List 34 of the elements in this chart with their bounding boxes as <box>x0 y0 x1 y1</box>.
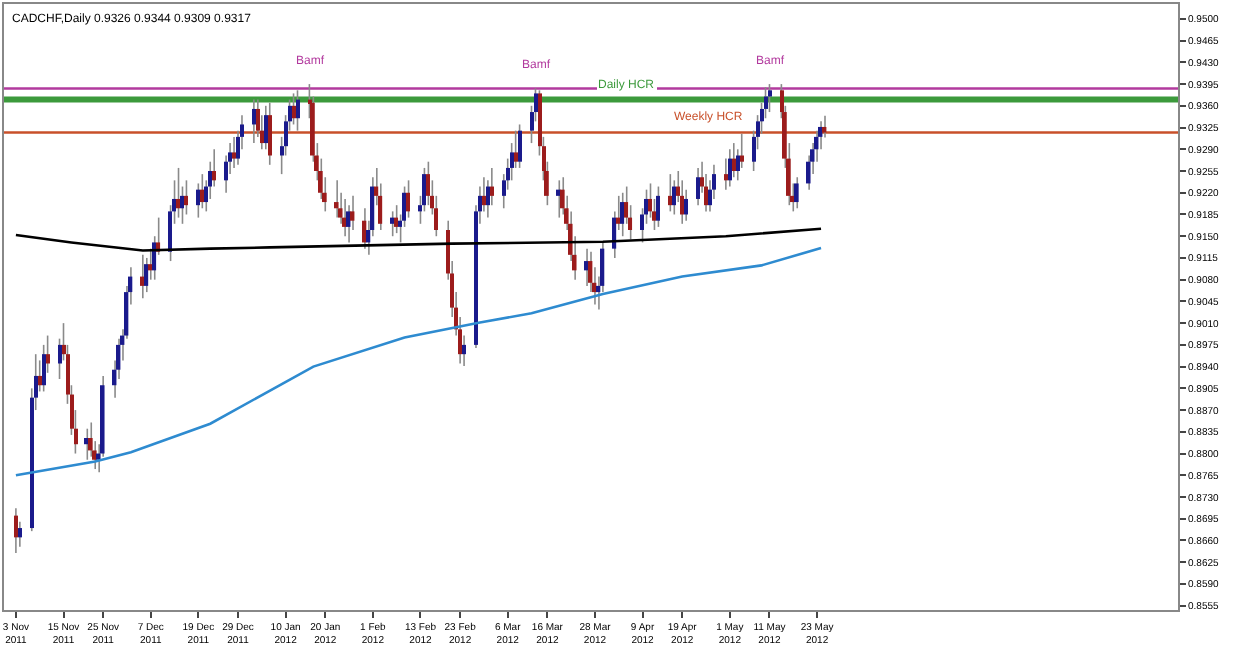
candlestick <box>14 507 18 554</box>
candlestick <box>200 173 204 210</box>
candlestick <box>184 179 188 216</box>
candlestick <box>140 254 145 300</box>
candlestick <box>518 123 522 169</box>
candlestick <box>252 98 256 144</box>
candlestick <box>656 185 660 228</box>
candlestick <box>668 173 672 213</box>
line-series <box>14 246 823 477</box>
candlestick <box>394 204 399 234</box>
candlestick <box>232 136 236 169</box>
candlestick <box>176 167 180 219</box>
candlestick <box>406 179 410 219</box>
candlestick <box>390 210 395 238</box>
candlestick <box>672 179 676 216</box>
candlestick <box>794 176 799 210</box>
candlestick <box>42 344 46 393</box>
candlestick <box>684 188 688 222</box>
candlestick <box>426 160 430 206</box>
candlestick <box>732 142 736 179</box>
candlestick <box>680 179 684 225</box>
candlestick <box>768 83 772 113</box>
candlestick <box>144 257 149 293</box>
candlestick <box>334 179 339 219</box>
candlestick <box>724 157 728 191</box>
candlestick <box>292 92 296 126</box>
line-series <box>14 227 823 252</box>
candlestick <box>728 148 732 188</box>
candlestick <box>346 204 351 244</box>
candlestick <box>620 191 625 238</box>
candlestick <box>268 101 272 166</box>
candlestick <box>196 182 200 219</box>
candlestick <box>296 89 300 132</box>
candlestick <box>696 167 700 206</box>
